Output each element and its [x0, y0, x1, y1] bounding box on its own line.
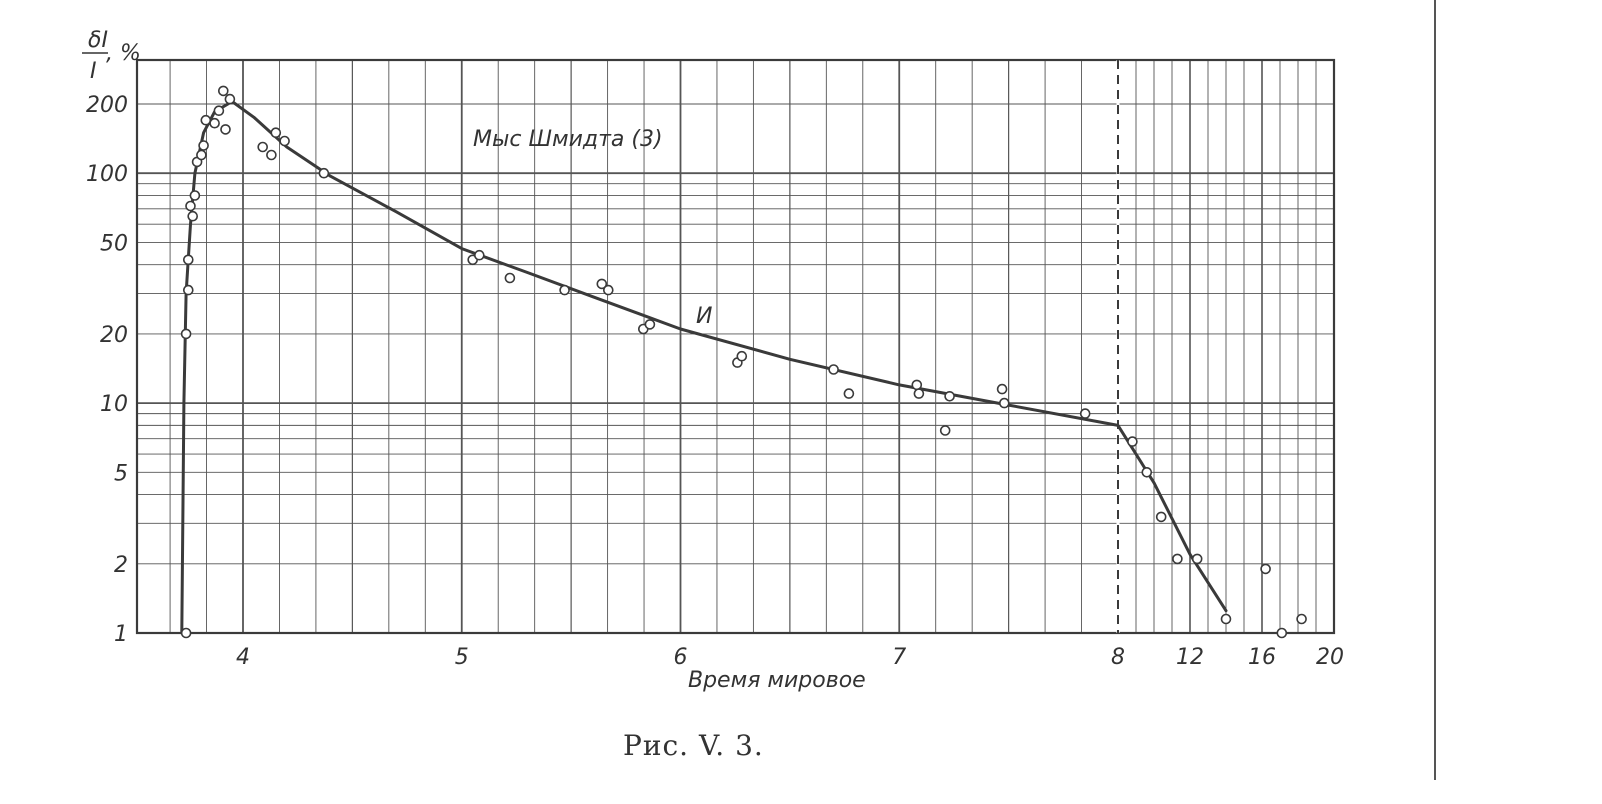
data-point: [911, 379, 923, 391]
annotation-station: Мыс Шмидта (3): [473, 127, 663, 152]
data-point: [559, 284, 570, 296]
series-points: [180, 85, 1307, 639]
data-point: [828, 364, 839, 375]
x-tick-labels: 4 5 6 7 8 12 16 20: [236, 645, 1344, 670]
x-axis-label: Время мировое: [688, 668, 866, 693]
data-point: [220, 124, 231, 135]
data-point: [185, 200, 196, 212]
data-point: [1141, 466, 1153, 478]
series-curve: [180, 100, 1228, 635]
data-point: [266, 149, 277, 161]
grid: [137, 60, 1335, 634]
data-point: [996, 383, 1008, 395]
data-point: [1191, 553, 1203, 565]
data-point: [224, 93, 236, 105]
data-point: [1276, 627, 1288, 639]
data-point: [644, 319, 656, 330]
y-tick-labels: 1 2 5 10 20 50 100 200: [86, 93, 128, 647]
y-tick-label: 100: [86, 162, 128, 187]
data-point: [189, 190, 201, 201]
data-point: [939, 425, 951, 436]
y-tick-label: 1: [114, 622, 128, 647]
data-point: [1155, 511, 1167, 523]
plot-border: [135, 58, 1336, 635]
y-axis-label-numerator: δI: [88, 28, 108, 53]
data-point: [180, 627, 192, 639]
figure-caption: Рис. V. 3.: [623, 729, 764, 762]
data-point: [1260, 563, 1271, 575]
data-point: [1079, 408, 1091, 419]
x-tick-label: 4: [236, 645, 250, 670]
y-tick-label: 200: [86, 93, 128, 118]
data-point: [944, 390, 955, 402]
data-point: [1127, 436, 1138, 447]
data-point: [736, 350, 748, 362]
data-point: [196, 149, 207, 161]
data-point: [1172, 553, 1183, 565]
data-point: [504, 272, 516, 284]
data-point: [998, 397, 1010, 409]
y-tick-label: 10: [100, 392, 128, 417]
x-tick-label: 8: [1111, 645, 1125, 670]
data-point: [200, 114, 212, 126]
y-axis-label-denominator: I: [90, 59, 97, 84]
data-point: [183, 284, 194, 296]
data-point: [187, 210, 198, 222]
data-point: [270, 127, 282, 138]
data-point: [1296, 613, 1307, 625]
x-tick-label: 12: [1176, 645, 1204, 670]
data-point: [279, 135, 290, 147]
data-point: [213, 105, 225, 116]
data-point: [843, 388, 855, 399]
data-point: [209, 117, 220, 129]
x-tick-label: 6: [674, 645, 688, 670]
data-point: [602, 284, 614, 296]
plot-frame: [135, 58, 1336, 635]
data-point: [183, 254, 194, 266]
data-point: [218, 85, 229, 97]
data-point: [596, 278, 608, 290]
y-axis-label: δI I , %: [82, 28, 141, 84]
data-point: [473, 249, 485, 261]
y-tick-label: 5: [114, 461, 128, 486]
data-point: [913, 388, 925, 399]
y-tick-label: 50: [100, 231, 128, 256]
y-tick-label: 2: [114, 553, 128, 578]
data-point: [198, 140, 209, 151]
data-point: [1220, 613, 1232, 625]
y-axis-label-unit: , %: [106, 41, 141, 66]
x-tick-label: 20: [1316, 645, 1344, 670]
x-tick-label: 7: [892, 645, 906, 670]
x-tick-label: 5: [455, 645, 469, 670]
data-point: [257, 141, 269, 153]
x-tick-label: 16: [1248, 645, 1276, 670]
series-line: [180, 100, 1228, 635]
data-point: [180, 328, 192, 340]
page-margin-rule: [1434, 0, 1436, 780]
data-point: [318, 167, 330, 179]
y-tick-label: 20: [100, 323, 128, 348]
curve-label: И: [696, 304, 712, 329]
